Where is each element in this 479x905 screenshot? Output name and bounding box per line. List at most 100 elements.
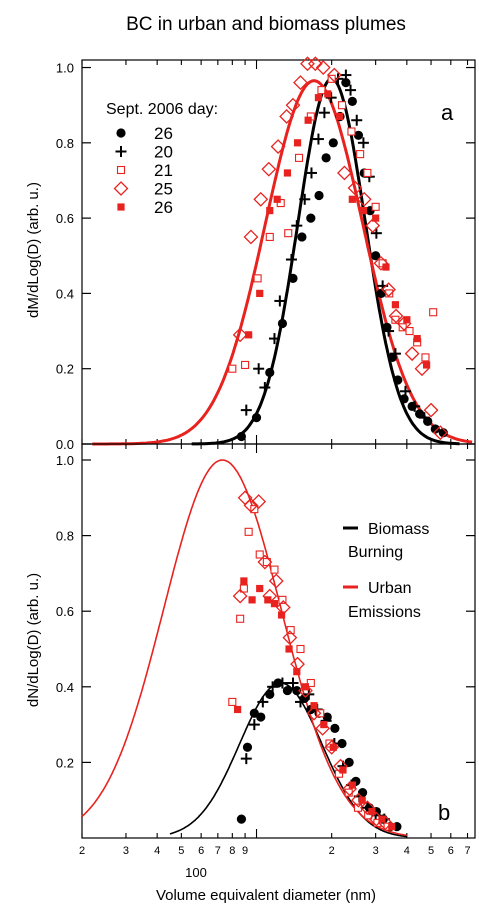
data-point <box>270 139 286 155</box>
data-point <box>393 375 403 385</box>
x-minor-tick-label: 6 <box>198 845 204 857</box>
x-minor-tick-label: 6 <box>448 845 454 857</box>
data-point <box>240 753 252 765</box>
data-point <box>423 402 439 418</box>
data-point <box>282 685 293 696</box>
data-point <box>283 169 292 177</box>
data-point <box>429 308 438 317</box>
key-biomass: Biomass Burning <box>343 521 429 561</box>
panel-b-y-tick-label: 0.2 <box>56 755 74 770</box>
data-point <box>306 678 315 688</box>
data-point <box>251 413 262 423</box>
panel-a-y-tick-label: 0.8 <box>56 136 74 151</box>
key-urban-label-line2: Emissions <box>348 604 421 621</box>
panel-b-frame <box>81 443 476 839</box>
panel-b-letter: b <box>438 800 450 825</box>
panel-a-letter: a <box>441 100 454 125</box>
data-point <box>285 97 301 113</box>
panel-a-x-ticks <box>81 60 469 444</box>
data-point <box>288 273 298 283</box>
legend-marker-open-square <box>116 165 126 175</box>
data-point <box>404 346 420 362</box>
data-point <box>282 630 298 646</box>
panel-a-y-axis-title: dM/dLog(D) (arb. u.) <box>25 182 42 318</box>
data-point <box>293 668 301 676</box>
data-point <box>310 702 318 710</box>
data-point <box>262 558 271 567</box>
data-point <box>266 206 274 215</box>
x-minor-tick-label: 3 <box>373 845 379 857</box>
data-point <box>341 77 351 88</box>
data-point <box>279 109 295 124</box>
data-point <box>297 232 307 242</box>
panel-a-y-tick-label: 1.0 <box>56 61 74 76</box>
data-point <box>248 596 256 604</box>
data-point <box>328 138 338 148</box>
x-minor-tick-label: 7 <box>215 845 221 857</box>
data-point <box>356 150 365 159</box>
panel-b-data-points <box>228 490 402 832</box>
panel-a-data-points <box>228 56 448 442</box>
data-point <box>267 681 279 693</box>
data-point <box>370 227 382 239</box>
data-point <box>363 168 372 177</box>
data-point <box>286 626 295 635</box>
legend-label: 26 <box>154 198 173 217</box>
data-point <box>339 766 347 774</box>
x-minor-tick-label: 4 <box>154 845 160 857</box>
data-point <box>418 412 430 424</box>
data-point <box>256 289 264 298</box>
data-point <box>248 719 260 731</box>
data-point <box>244 527 253 536</box>
data-point <box>228 697 237 706</box>
panel-a: 0.00.20.40.60.81.0 Sept. 2006 day: 26202… <box>25 56 476 452</box>
data-point <box>287 677 299 689</box>
panel-b-y-tick-label: 0.8 <box>56 529 74 544</box>
data-point <box>245 331 253 339</box>
data-point <box>270 600 279 608</box>
data-point <box>371 202 380 211</box>
data-point <box>259 382 271 394</box>
data-point <box>268 573 284 589</box>
data-point <box>307 56 323 72</box>
legend-label: 25 <box>154 180 173 199</box>
data-point <box>317 86 326 95</box>
data-point <box>320 721 328 729</box>
panel-b-y-axis-title: dN/dLog(D) (arb. u.) <box>25 573 42 707</box>
data-point <box>324 90 332 98</box>
data-point <box>364 811 373 820</box>
data-point <box>291 220 303 232</box>
x-minor-tick-label: 4 <box>404 845 410 857</box>
data-point <box>357 137 369 149</box>
panel-a-series-4-filled-square <box>245 90 431 369</box>
x-minor-tick-label: 9 <box>242 845 248 857</box>
data-point <box>388 308 404 324</box>
data-point <box>321 153 331 163</box>
data-point <box>423 361 431 369</box>
data-point <box>306 705 322 721</box>
data-point <box>276 677 288 689</box>
panel-b-fit-curves <box>81 459 407 838</box>
data-point <box>405 327 414 336</box>
x-axis-title: Volume equivalent diameter (nm) <box>156 887 376 904</box>
data-point <box>430 424 440 434</box>
data-point <box>315 60 331 75</box>
data-point <box>403 316 411 324</box>
data-point <box>399 385 411 397</box>
data-point <box>330 723 340 733</box>
x-minor-tick-label: 3 <box>123 845 129 857</box>
panel-a-fit-curve-urban <box>92 79 473 446</box>
panel-b-y-ticks: 0.2 0.4 0.6 0.8 1.0 <box>56 453 475 770</box>
data-point <box>438 428 448 438</box>
data-point <box>334 769 344 778</box>
data-point <box>292 685 302 696</box>
data-point <box>285 254 297 266</box>
data-point <box>353 130 364 140</box>
data-point <box>348 195 356 203</box>
data-point <box>242 742 253 752</box>
panel-a-y-tick-label: 0.2 <box>56 362 74 377</box>
data-point <box>298 683 313 698</box>
data-point <box>415 409 425 419</box>
panel-b-x-ticks <box>81 444 469 838</box>
